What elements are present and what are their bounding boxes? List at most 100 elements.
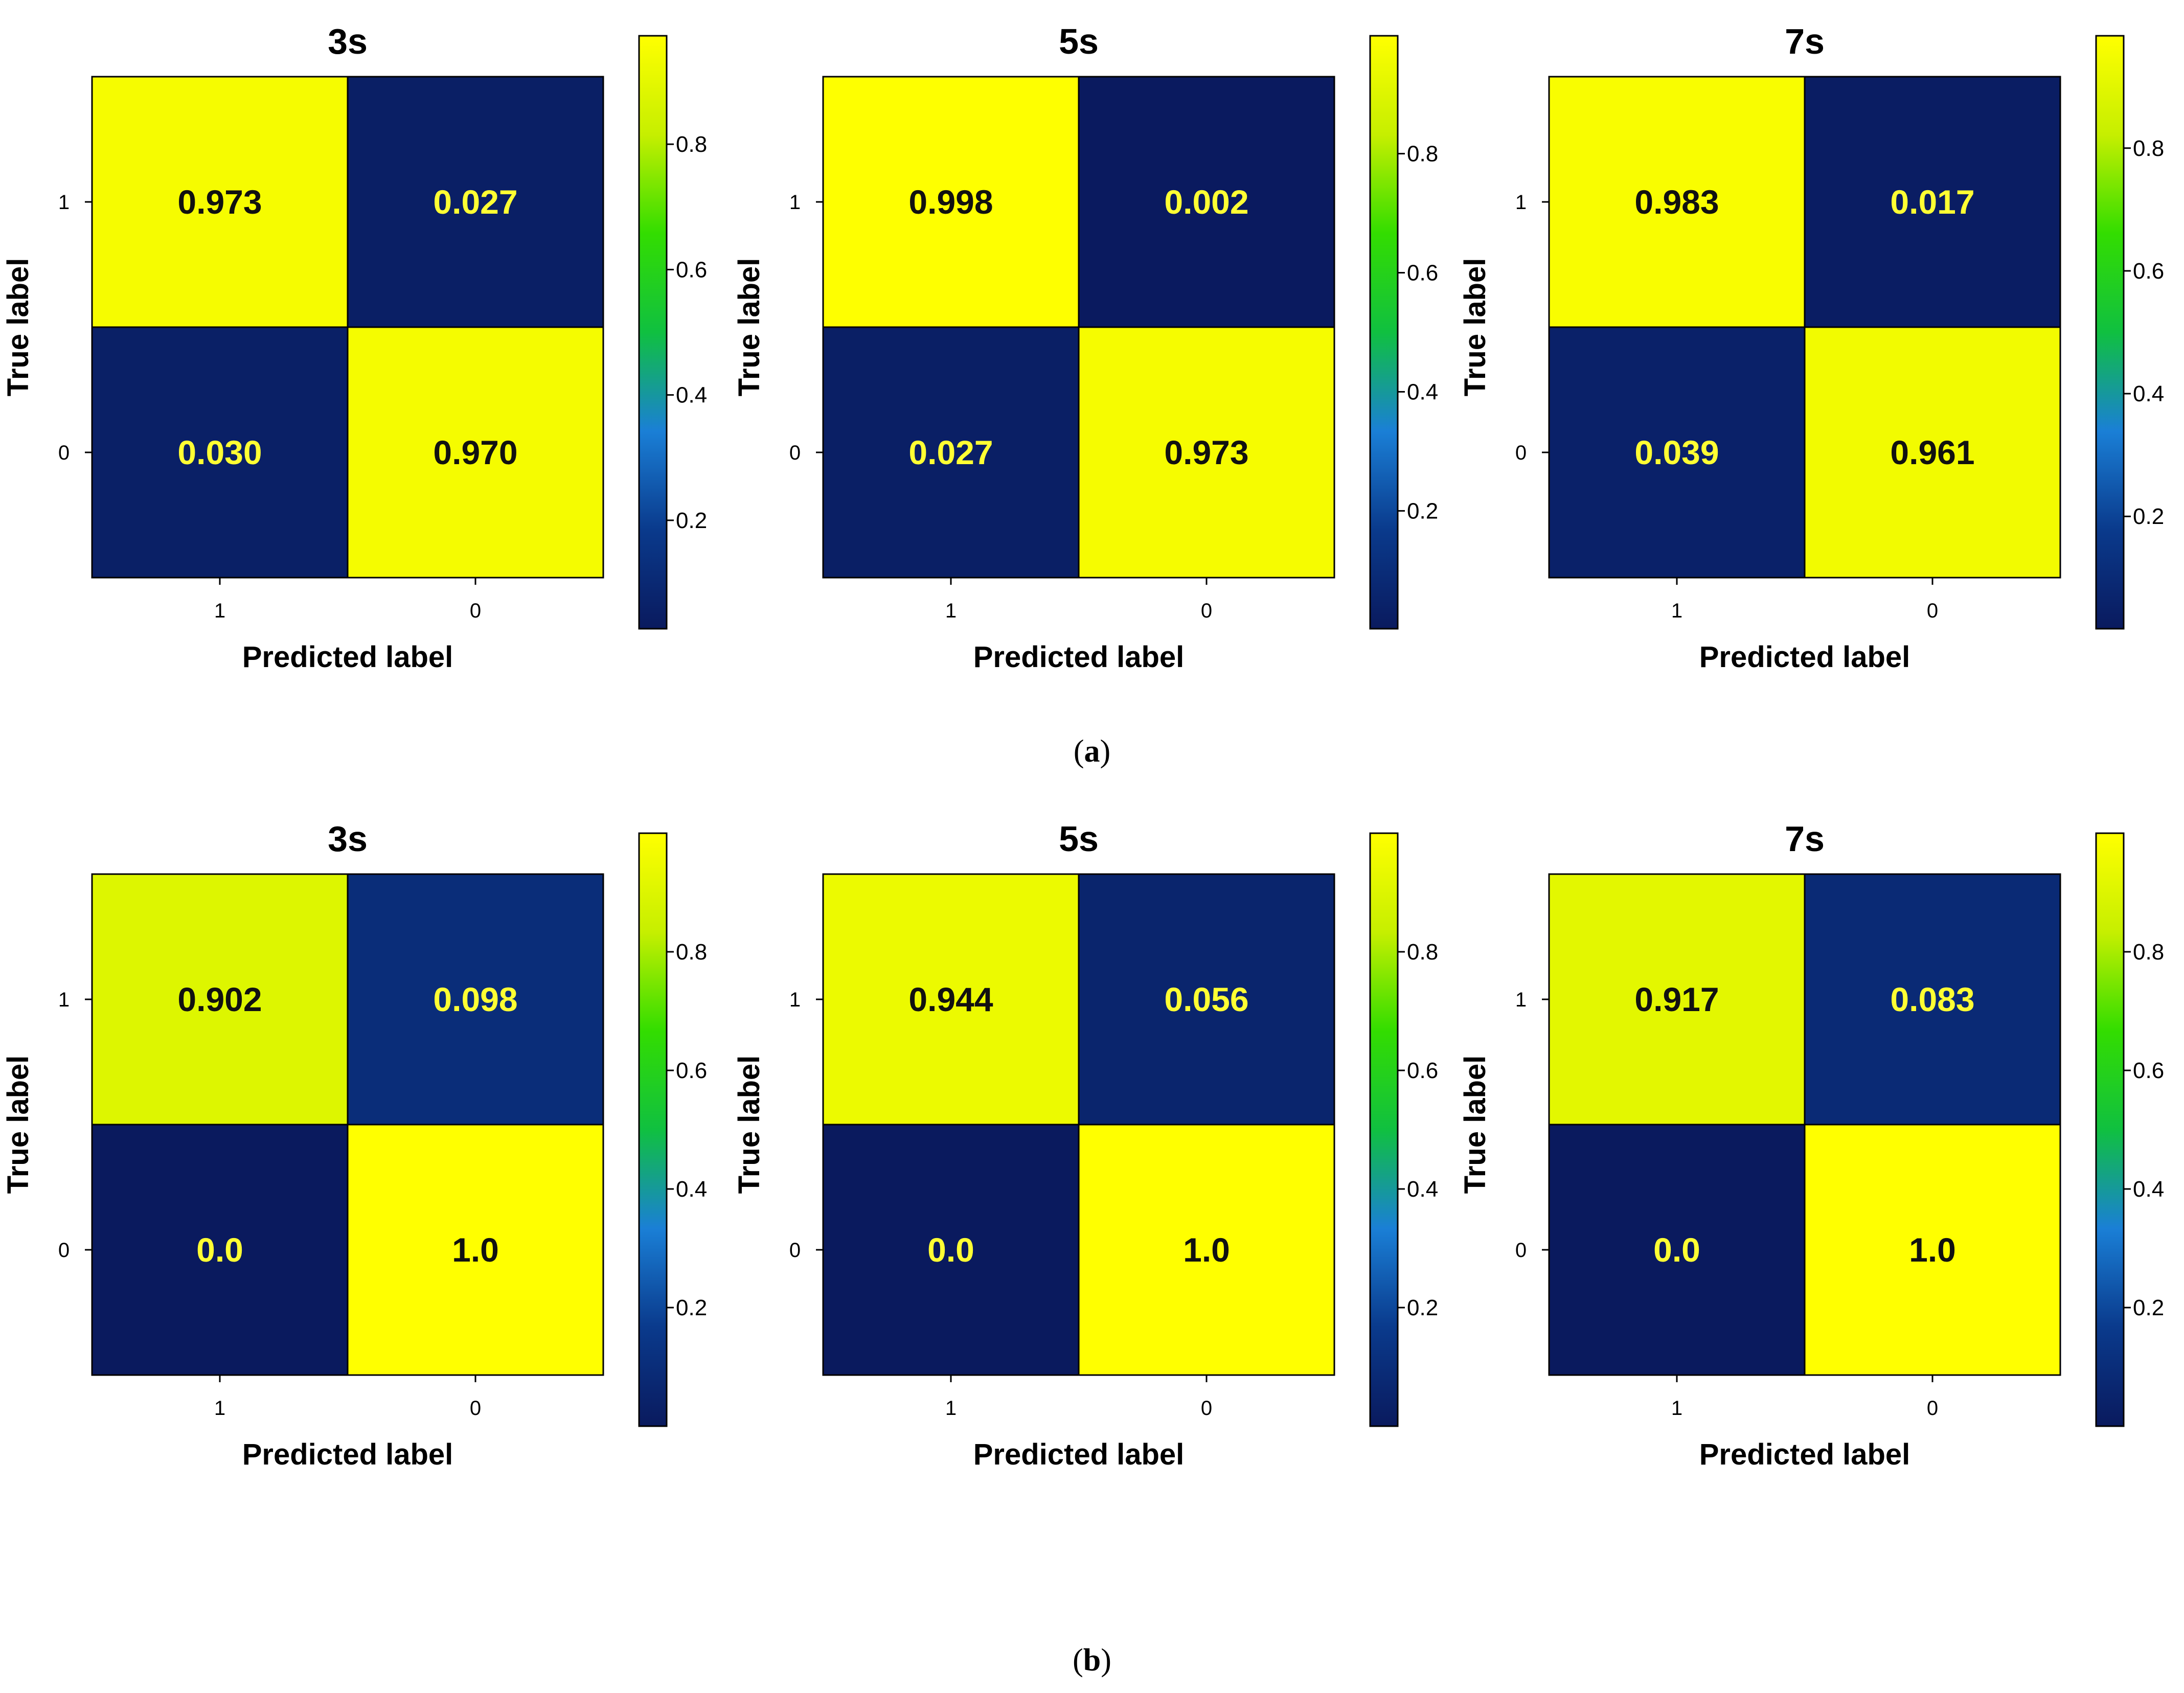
colorbar <box>2095 832 2125 1427</box>
colorbar-tick-label: 0.2 <box>2133 1295 2164 1320</box>
cell-value-label: 0.030 <box>177 433 262 471</box>
confusion-matrix-b-3s: 3s 0.902 0.098 0.0 1.0 1 0 1 0 Predicted label Tru… <box>2 819 707 1471</box>
cell-value-label: 1.0 <box>452 1231 499 1269</box>
y-tick-label: 0 <box>58 442 70 464</box>
cell-value-label: 1.0 <box>1183 1231 1230 1269</box>
colorbar-tick-label: 0.2 <box>1407 1295 1438 1320</box>
y-tick-label: 1 <box>58 989 70 1011</box>
cell-value-label: 0.961 <box>1890 433 1974 471</box>
chart-title: 5s <box>1059 819 1099 859</box>
chart-title: 7s <box>1785 819 1825 859</box>
matrix-cell <box>1804 76 2061 328</box>
x-tick-label: 1 <box>945 1397 957 1420</box>
cell-value-label: 0.917 <box>1634 980 1719 1018</box>
confusion-matrix-b-5s: 5s 0.944 0.056 0.0 1.0 1 0 1 0 Predicted label Tru… <box>733 819 1438 1471</box>
matrix-cell <box>347 326 604 579</box>
cell-value-label: 0.083 <box>1890 980 1974 1018</box>
colorbar-tick-label: 0.6 <box>1407 1058 1438 1083</box>
cell-value-label: 0.983 <box>1634 183 1719 221</box>
cell-value-label: 0.0 <box>196 1231 243 1269</box>
cell-value-label: 0.944 <box>908 980 993 1018</box>
cell-value-label: 0.039 <box>1634 433 1719 471</box>
colorbar <box>1369 832 1399 1427</box>
matrix-cell <box>822 326 1080 579</box>
matrix-cell <box>91 1124 349 1376</box>
x-tick-label: 1 <box>214 1397 225 1420</box>
chart-title: 3s <box>328 819 368 859</box>
cell-value-label: 0.973 <box>177 183 262 221</box>
y-tick-label: 1 <box>1515 191 1527 214</box>
y-tick-label: 0 <box>1515 1239 1527 1262</box>
y-axis-label: True label <box>2 258 35 397</box>
y-tick-label: 1 <box>1515 989 1527 1011</box>
matrix-cell <box>347 873 604 1126</box>
colorbar-tick-label: 0.2 <box>1407 498 1438 523</box>
x-tick-label: 0 <box>1201 1397 1212 1420</box>
cell-value-label: 1.0 <box>1909 1231 1956 1269</box>
matrix-cell <box>1078 326 1335 579</box>
matrix-cell <box>1548 326 1806 579</box>
matrix-cell <box>1078 1124 1335 1376</box>
colorbar-tick-label: 0.4 <box>2133 1177 2164 1202</box>
matrix-cell <box>822 76 1080 328</box>
y-tick-label: 1 <box>789 989 801 1011</box>
matrix-cell <box>1548 1124 1806 1376</box>
colorbar-tick-label: 0.4 <box>2133 381 2164 406</box>
cell-value-label: 0.027 <box>908 433 993 471</box>
colorbar-tick-label: 0.2 <box>676 508 707 533</box>
y-tick-label: 0 <box>1515 442 1527 464</box>
x-tick-label: 1 <box>1671 600 1682 622</box>
matrix-cell <box>91 76 349 328</box>
y-axis-label: True label <box>1459 1056 1492 1194</box>
colorbar <box>638 832 668 1427</box>
colorbar-tick-label: 0.4 <box>1407 1177 1438 1202</box>
matrix-cell <box>1078 76 1335 328</box>
matrix-cell <box>822 873 1080 1126</box>
cell-value-label: 0.002 <box>1164 183 1248 221</box>
x-axis-label: Predicted label <box>1699 1438 1910 1471</box>
matrix-cell <box>347 1124 604 1376</box>
matrix-cell <box>1548 76 1806 328</box>
matrix-cell <box>1804 1124 2061 1376</box>
cell-value-label: 0.056 <box>1164 980 1248 1018</box>
cell-value-label: 0.027 <box>433 183 517 221</box>
matrix-cell <box>91 873 349 1126</box>
x-axis-label: Predicted label <box>973 1438 1185 1471</box>
charts-layer: 3s 0.973 0.027 0.030 0.970 1 0 1 0 Predicted labe… <box>2 21 2164 1471</box>
x-tick-label: 0 <box>1927 600 1938 622</box>
cell-value-label: 0.098 <box>433 980 517 1018</box>
y-axis-label: True label <box>2 1056 35 1194</box>
matrix-cell <box>347 76 604 328</box>
y-axis-label: True label <box>1459 258 1492 397</box>
x-tick-label: 1 <box>1671 1397 1682 1420</box>
colorbar-tick-label: 0.6 <box>2133 259 2164 284</box>
x-tick-label: 1 <box>214 600 225 622</box>
y-tick-label: 0 <box>789 442 801 464</box>
y-tick-label: 0 <box>58 1239 70 1262</box>
colorbar-tick-label: 0.8 <box>1407 142 1438 167</box>
colorbar-tick-label: 0.4 <box>1407 379 1438 404</box>
y-tick-label: 1 <box>789 191 801 214</box>
x-tick-label: 0 <box>470 600 481 622</box>
colorbar <box>1369 35 1399 630</box>
colorbar-tick-label: 0.8 <box>676 132 707 157</box>
matrix-cell <box>822 1124 1080 1376</box>
y-axis-label: True label <box>733 258 766 397</box>
x-tick-label: 0 <box>470 1397 481 1420</box>
colorbar-tick-label: 0.2 <box>676 1295 707 1320</box>
cell-value-label: 0.017 <box>1890 183 1974 221</box>
colorbar <box>638 35 668 630</box>
chart-title: 5s <box>1059 21 1099 61</box>
colorbar-tick-label: 0.6 <box>1407 261 1438 286</box>
confusion-matrix-a-5s: 5s 0.998 0.002 0.027 0.973 1 0 1 0 Predicted labe… <box>733 21 1438 674</box>
x-axis-label: Predicted label <box>242 640 453 674</box>
panel-caption-b: (b) <box>1073 1643 1111 1678</box>
matrix-cell <box>1804 326 2061 579</box>
cell-value-label: 0.970 <box>433 433 517 471</box>
colorbar-tick-label: 0.4 <box>676 1177 707 1202</box>
cell-value-label: 0.998 <box>908 183 993 221</box>
y-tick-label: 0 <box>789 1239 801 1262</box>
colorbar-tick-label: 0.6 <box>676 1058 707 1083</box>
x-axis-label: Predicted label <box>242 1438 453 1471</box>
